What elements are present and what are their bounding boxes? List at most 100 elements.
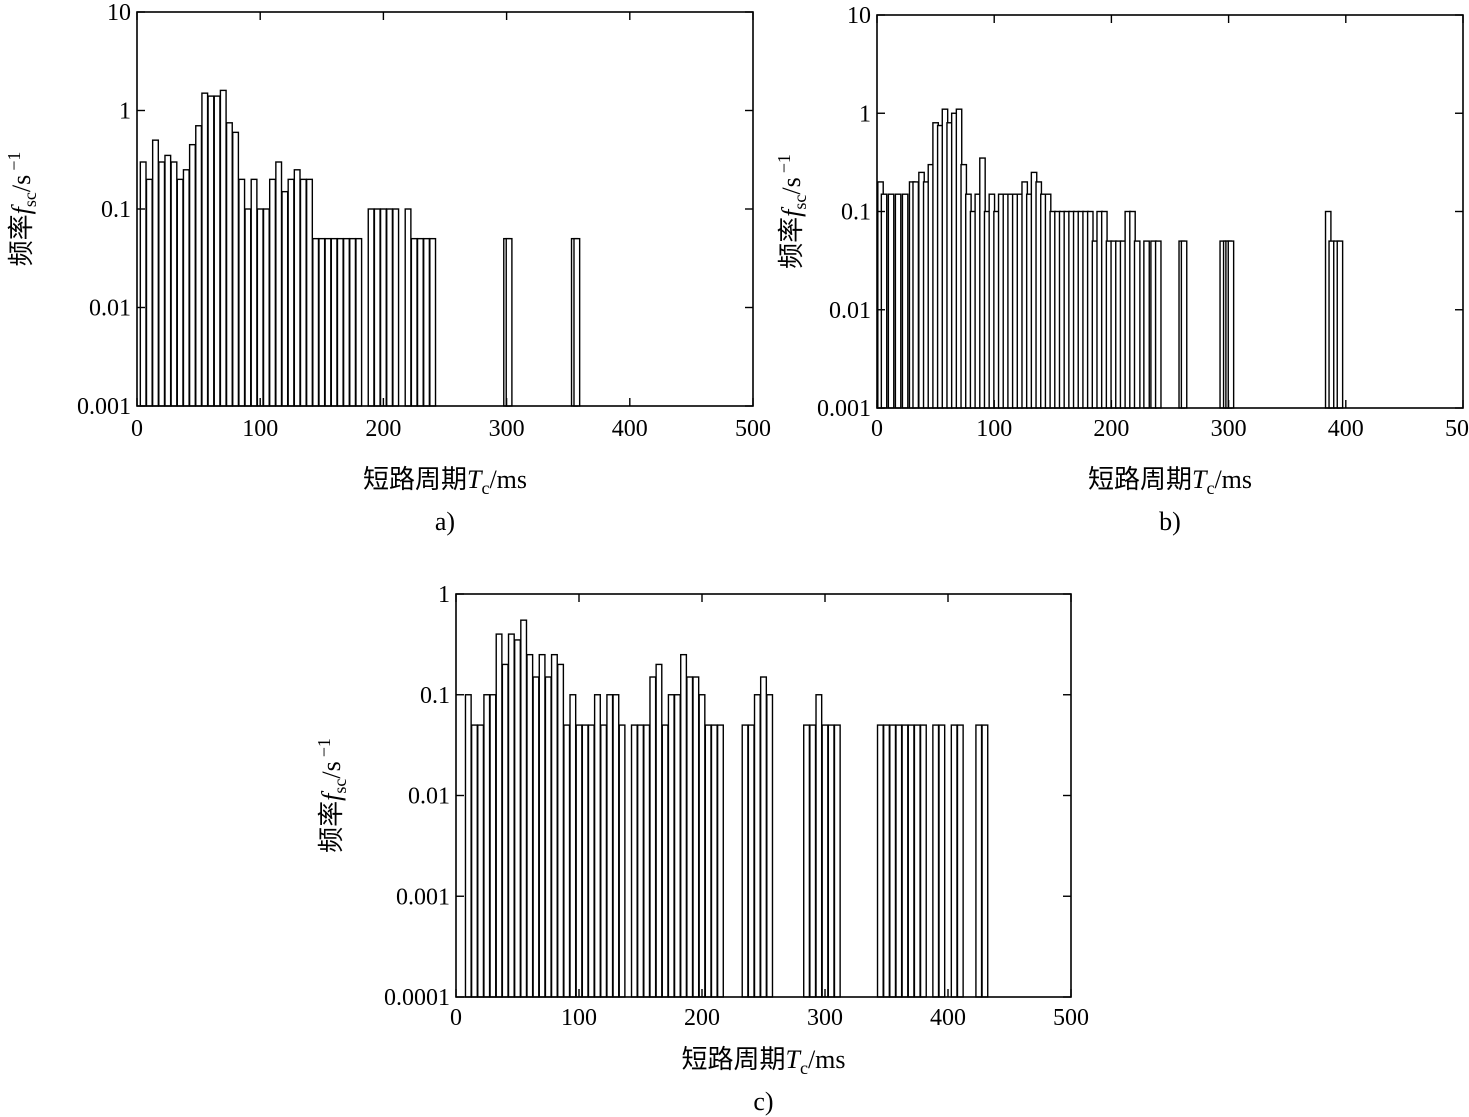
bar (563, 724, 571, 998)
y-tick-label: 0.1 (101, 197, 131, 223)
bar (956, 724, 964, 998)
bar (887, 193, 895, 409)
bar (489, 694, 497, 998)
bar (901, 724, 909, 998)
bar (882, 724, 891, 998)
chart-panel-2: 0 100 200 300 400 500 0.001 0.01 0.1 1 10 短路周期Tc/ms… (774, 3, 1469, 536)
bar (470, 724, 478, 998)
bar (912, 181, 920, 409)
bar (686, 676, 694, 998)
bar (232, 131, 240, 407)
bar (550, 653, 558, 998)
bar (710, 724, 718, 998)
bar (569, 694, 577, 998)
bar (907, 724, 915, 998)
bar (759, 676, 768, 998)
x-tick-label: 100 (976, 416, 1012, 442)
bar (324, 237, 332, 407)
bar (244, 208, 252, 407)
bar (827, 724, 835, 998)
bar (698, 694, 706, 998)
bar (507, 633, 515, 998)
x-tick-label: 400 (1328, 416, 1364, 442)
x-tick-label: 0 (131, 416, 143, 442)
x-tick-label: 0 (871, 416, 883, 442)
bar (349, 237, 357, 407)
bar (355, 237, 363, 407)
bar (833, 724, 841, 998)
chart-panel-1: 0 100 200 300 400 500 0.001 0.01 0.1 1 10 短路周期Tc/ms… (4, 0, 771, 536)
bar (139, 161, 147, 407)
bar (600, 724, 608, 998)
y-axis-label: 频率fsc/s−1 (314, 738, 350, 853)
bar (429, 237, 437, 407)
bar (483, 694, 491, 998)
bar (894, 193, 902, 409)
bar (330, 237, 338, 407)
bar (207, 95, 215, 407)
bar (164, 154, 172, 407)
bar (287, 178, 295, 407)
bar (753, 694, 761, 998)
bar (815, 694, 823, 998)
x-tick-label: 100 (561, 1005, 597, 1031)
bar (655, 663, 663, 998)
bar (182, 169, 190, 407)
bar (821, 724, 829, 998)
bar (913, 724, 921, 998)
x-axis-label: 短路周期Tc/ms (681, 1045, 845, 1078)
x-tick-label: 500 (735, 416, 771, 442)
bar (1154, 240, 1162, 409)
x-tick-label: 400 (612, 416, 648, 442)
x-tick-label: 300 (489, 416, 525, 442)
bar (803, 724, 811, 998)
y-tick-label: 0.1 (420, 683, 450, 709)
bar (975, 724, 983, 998)
panel-label: a) (435, 507, 455, 536)
bar (889, 724, 897, 998)
x-tick-label: 0 (450, 1005, 462, 1031)
bar (305, 178, 314, 407)
bar (581, 724, 589, 998)
bar (673, 694, 681, 998)
bar (299, 178, 307, 407)
bar (876, 724, 884, 998)
bar (1143, 240, 1150, 409)
bar (741, 724, 749, 998)
x-tick-label: 500 (1053, 1005, 1089, 1031)
bar (618, 724, 626, 998)
x-tick-label: 200 (684, 1005, 720, 1031)
y-tick-label: 1 (438, 582, 450, 608)
bar (606, 694, 614, 998)
bar (219, 89, 227, 407)
bar (643, 724, 651, 998)
bar (312, 237, 320, 407)
x-tick-label: 500 (1445, 416, 1469, 442)
bar (526, 653, 534, 998)
bar (416, 237, 424, 407)
x-tick-label: 300 (1211, 416, 1247, 442)
bar (1133, 240, 1141, 409)
bar (151, 139, 160, 407)
chart-panel-3: 0 100 200 300 400 500 0.0001 0.001 0.01 0.1 1 短路周期T… (314, 582, 1089, 1116)
bar (575, 724, 583, 998)
bar (281, 190, 289, 407)
bar (392, 208, 400, 407)
y-tick-label: 0.001 (817, 396, 871, 422)
bar (661, 724, 669, 998)
bar (766, 694, 774, 998)
x-tick-label: 100 (242, 416, 278, 442)
y-tick-label: 1 (119, 99, 131, 125)
x-tick-label: 200 (365, 416, 401, 442)
bar (649, 676, 657, 998)
bar (501, 663, 509, 998)
bar (318, 237, 326, 407)
bar (495, 633, 503, 998)
bar (1336, 240, 1344, 409)
y-tick-label: 0.01 (829, 298, 871, 324)
bar (213, 95, 221, 407)
bar (901, 193, 909, 409)
bar (293, 169, 301, 407)
bar (256, 208, 264, 407)
panel-label: c) (753, 1087, 773, 1116)
